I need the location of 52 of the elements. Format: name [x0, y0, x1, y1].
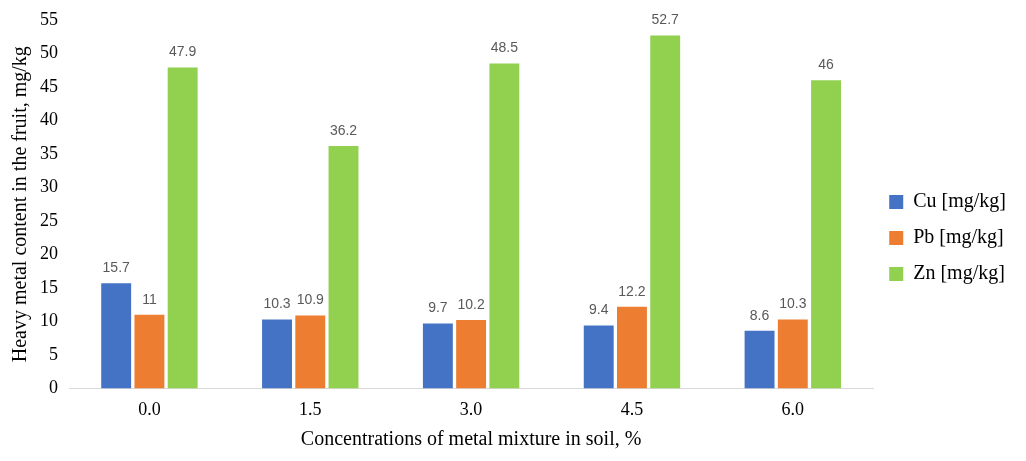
y-tick-label: 25	[40, 209, 58, 230]
y-tick-label: 5	[49, 343, 58, 364]
x-tick-label: 3.0	[459, 398, 483, 419]
legend-label: Cu [mg/kg]	[913, 189, 1007, 213]
y-tick-label: 20	[40, 243, 58, 264]
y-tick-label: 10	[40, 310, 58, 331]
y-tick-label: 35	[40, 142, 58, 163]
bar	[777, 319, 808, 389]
data-label: 52.7	[651, 11, 680, 28]
bar	[422, 323, 453, 389]
data-label: 9.7	[428, 299, 448, 316]
bar	[295, 315, 326, 389]
y-tick-label: 45	[40, 75, 58, 96]
data-label: 36.2	[329, 121, 358, 138]
y-axis-title: Heavy metal content in the fruit, mg/kg	[8, 46, 32, 363]
data-label: 10.3	[263, 295, 291, 312]
bar	[328, 145, 359, 389]
bar	[489, 63, 520, 389]
x-tick-label: 0.0	[138, 398, 161, 419]
data-label: 10.2	[457, 295, 485, 312]
data-label: 46	[818, 56, 835, 73]
data-label: 11	[142, 290, 157, 307]
y-tick-label: 55	[40, 8, 58, 29]
data-label: 15.7	[102, 259, 131, 276]
x-tick-label: 6.0	[781, 398, 805, 419]
x-tick-label: 1.5	[299, 398, 322, 419]
y-tick-label: 0	[49, 377, 58, 398]
x-axis-title: Concentrations of metal mixture in soil, %	[300, 427, 642, 450]
bar	[811, 80, 841, 389]
x-tick-label: 4.5	[620, 398, 644, 419]
legend-label: Pb [mg/kg]	[913, 225, 1004, 249]
data-label: 10.9	[296, 291, 325, 308]
bar	[744, 330, 775, 389]
bar	[617, 306, 647, 389]
data-label: 12.2	[618, 282, 646, 299]
bar	[262, 319, 292, 389]
y-tick-label: 30	[40, 176, 58, 197]
data-label: 48.5	[490, 39, 519, 56]
data-label: 10.3	[779, 295, 807, 312]
y-tick-label: 40	[40, 109, 58, 130]
data-label: 9.4	[588, 301, 609, 318]
data-label: 47.9	[169, 43, 197, 60]
bar	[134, 314, 165, 389]
bar	[583, 325, 614, 389]
bar	[101, 283, 132, 389]
bar	[456, 320, 487, 389]
bar	[650, 35, 681, 389]
y-tick-label: 15	[40, 276, 58, 297]
data-label: 8.6	[749, 306, 770, 323]
bar	[167, 67, 198, 389]
legend-label: Zn [mg/kg]	[913, 261, 1005, 285]
y-tick-label: 50	[40, 42, 58, 63]
